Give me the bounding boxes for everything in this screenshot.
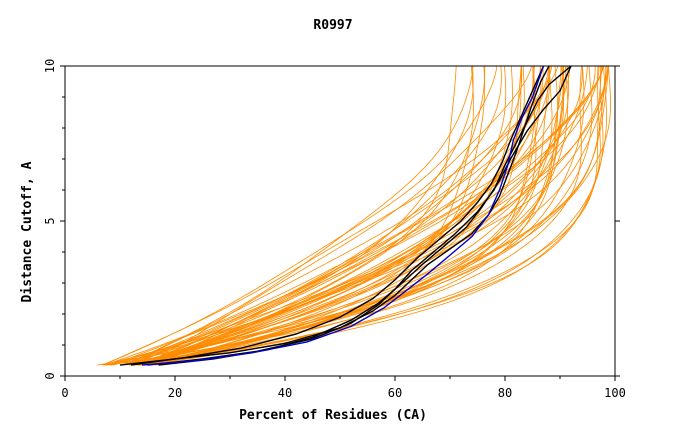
orange-model-curve — [110, 65, 523, 366]
orange-model-curve — [137, 65, 607, 366]
y-tick-label: 5 — [43, 217, 57, 224]
y-tick-label: 0 — [43, 372, 57, 379]
orange-model-curve — [148, 65, 474, 366]
black-series-line — [147, 65, 572, 366]
x-tick-label: 60 — [388, 386, 402, 400]
orange-model-curve — [123, 65, 502, 366]
highlight-series-group — [119, 65, 572, 366]
orange-model-curve — [140, 65, 609, 366]
orange-model-curve — [130, 65, 604, 366]
orange-model-curve — [148, 66, 550, 366]
orange-model-curve — [108, 65, 537, 366]
blue-series-line — [141, 65, 545, 366]
x-tick-label: 20 — [168, 386, 182, 400]
x-tick-label: 80 — [498, 386, 512, 400]
orange-model-curve — [139, 65, 607, 366]
orange-model-curve — [146, 65, 585, 366]
orange-model-curve — [123, 65, 474, 366]
x-tick-label: 100 — [604, 386, 626, 400]
orange-model-curve — [110, 65, 583, 366]
orange-model-curve — [102, 65, 498, 366]
y-axis-ticks: 0 5 10 — [43, 59, 620, 380]
orange-model-curve — [130, 65, 551, 366]
orange-model-curve — [112, 65, 588, 366]
orange-model-curve — [132, 65, 544, 366]
orange-model-curve — [131, 65, 507, 366]
orange-model-curve — [120, 65, 567, 366]
orange-model-curve — [129, 65, 564, 366]
x-axis-ticks: 0 20 40 60 80 100 — [61, 376, 626, 400]
y-axis-label: Distance Cutoff, A — [20, 161, 35, 302]
orange-model-curve — [121, 65, 571, 366]
orange-model-curve — [140, 65, 604, 366]
black-series-line — [158, 65, 572, 366]
chart-title: R0997 — [313, 18, 352, 33]
orange-model-curve — [138, 65, 474, 366]
orange-model-curve — [136, 65, 550, 366]
orange-model-curve — [121, 65, 513, 366]
black-series-line — [130, 65, 545, 366]
orange-model-curve — [136, 65, 603, 366]
orange-model-curve — [105, 65, 457, 366]
orange-model-curve — [133, 65, 609, 366]
x-tick-label: 0 — [61, 386, 68, 400]
x-tick-label: 40 — [278, 386, 292, 400]
orange-model-curve — [143, 65, 609, 366]
orange-model-curve — [104, 65, 612, 366]
x-axis-label: Percent of Residues (CA) — [239, 408, 427, 423]
y-tick-label: 10 — [43, 59, 57, 73]
orange-model-curve — [138, 65, 600, 366]
